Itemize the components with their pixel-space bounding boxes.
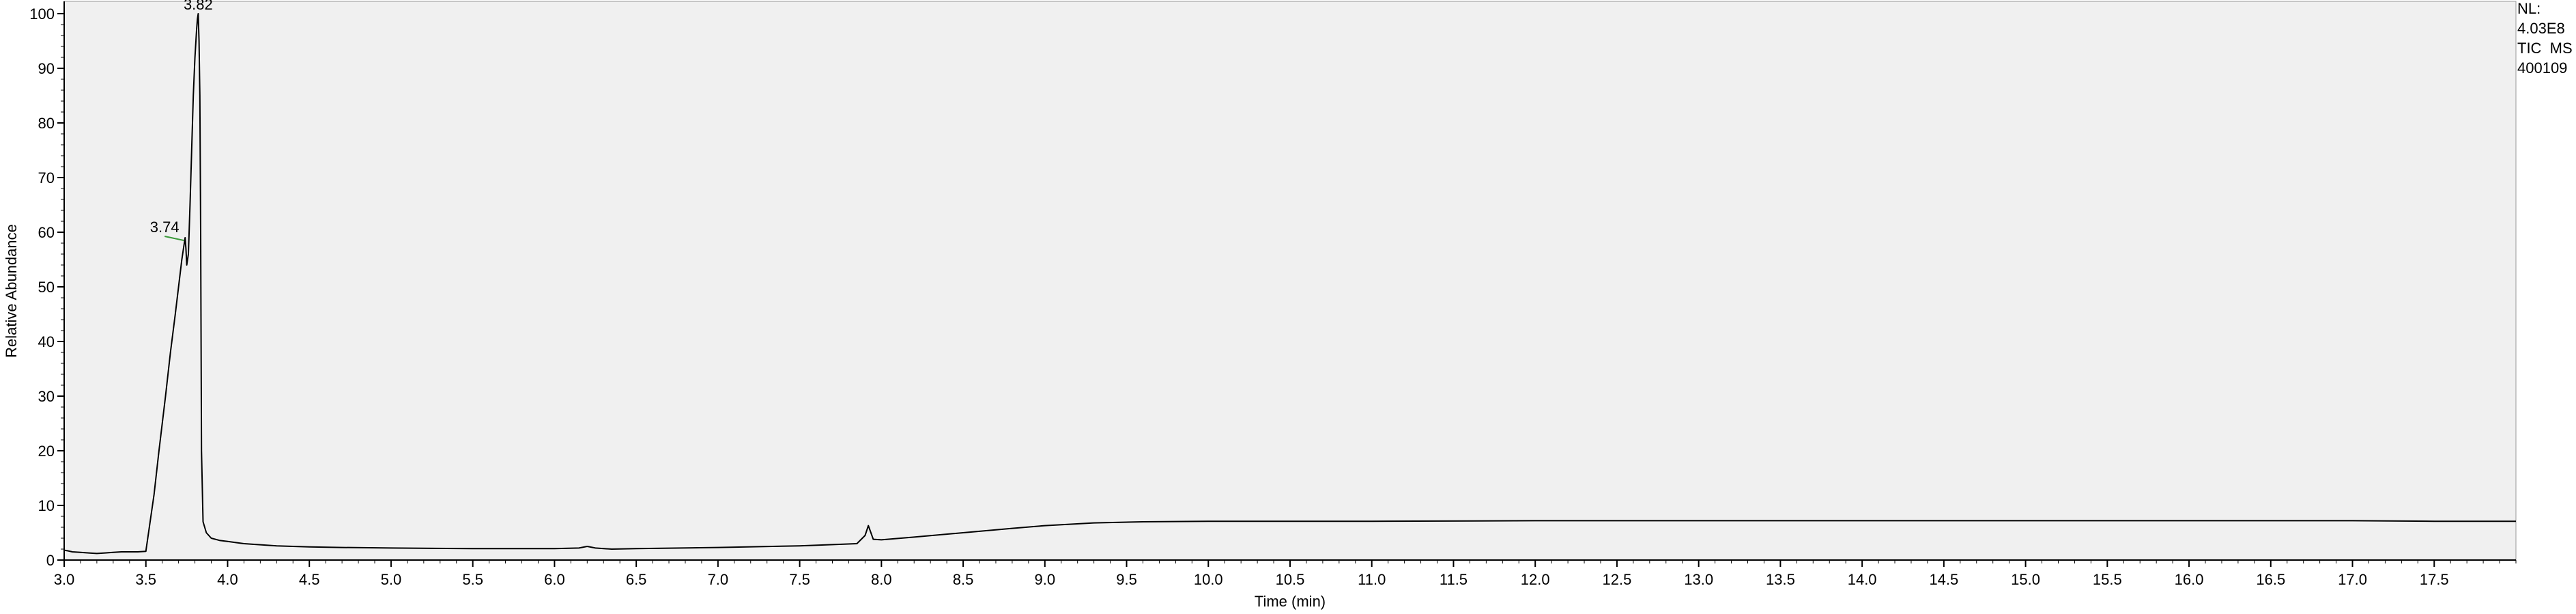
- peak-label: 3.82: [184, 0, 213, 13]
- info-line-1: NL:: [2517, 0, 2541, 17]
- x-tick-label: 17.5: [2420, 571, 2449, 588]
- x-tick-label: 10.5: [1276, 571, 1305, 588]
- x-tick-label: 16.0: [2175, 571, 2204, 588]
- info-line-2: 4.03E8: [2517, 20, 2565, 37]
- x-tick-label: 14.0: [1848, 571, 1877, 588]
- x-tick-label: 3.0: [54, 571, 75, 588]
- x-tick-label: 6.5: [626, 571, 647, 588]
- x-axis-title: Time (min): [1255, 593, 1326, 610]
- y-tick-label: 30: [38, 388, 55, 405]
- plot-area: [63, 1, 2517, 561]
- series-group: [63, 13, 2516, 555]
- x-tick-label: 15.5: [2093, 571, 2122, 588]
- x-tick-label: 7.5: [789, 571, 810, 588]
- info-box: NL: 4.03E8 TIC MS 400109: [2517, 0, 2573, 76]
- x-tick-label: 8.5: [953, 571, 974, 588]
- x-tick-label: 3.5: [135, 571, 156, 588]
- x-tick-label: 11.5: [1440, 571, 1468, 588]
- y-tick-label: 90: [38, 60, 55, 77]
- y-tick-label: 0: [46, 552, 55, 569]
- y-axis-title: Relative Abundance: [3, 224, 20, 358]
- x-tick-label: 7.0: [708, 571, 729, 588]
- info-line-4: 400109: [2517, 59, 2567, 76]
- x-tick-label: 8.0: [871, 571, 892, 588]
- x-tick-label: 17.0: [2338, 571, 2367, 588]
- info-line-3: TIC MS: [2517, 40, 2573, 57]
- x-tick-label: 12.0: [1521, 571, 1550, 588]
- x-tick-label: 16.5: [2256, 571, 2285, 588]
- y-tick-label: 20: [38, 443, 55, 460]
- x-tick-label: 5.5: [462, 571, 483, 588]
- y-tick-label: 50: [38, 279, 55, 296]
- x-tick-label: 11.0: [1358, 571, 1386, 588]
- x-axis-ticks: 3.0 3.5 4.0 4.5 5.0 5.5 6.0 6.5 7.0 7.5 8.0 8.5 9.0 9…: [54, 560, 2517, 588]
- series-line: [63, 13, 2516, 555]
- y-tick-label: 60: [38, 224, 55, 241]
- peak-leader-line: [164, 236, 184, 241]
- peak-annotations: 3.82 3.74: [150, 0, 213, 241]
- x-tick-label: 14.5: [1929, 571, 1958, 588]
- y-tick-label: 10: [38, 497, 55, 514]
- peak-label: 3.74: [150, 219, 180, 236]
- x-tick-label: 10.0: [1194, 571, 1223, 588]
- y-tick-label: 80: [38, 115, 55, 132]
- x-tick-label: 9.5: [1116, 571, 1137, 588]
- x-tick-label: 9.0: [1035, 571, 1056, 588]
- x-tick-label: 13.0: [1684, 571, 1713, 588]
- x-tick-label: 15.0: [2011, 571, 2040, 588]
- y-tick-label: 70: [38, 169, 55, 186]
- y-tick-label: 40: [38, 333, 55, 350]
- y-axis-ticks: 0 10 20 30 40 50 60 70 80 90 100: [29, 5, 64, 569]
- x-tick-label: 13.5: [1766, 571, 1795, 588]
- y-tick-label: 100: [29, 5, 55, 23]
- x-tick-label: 5.0: [381, 571, 402, 588]
- x-tick-label: 12.5: [1603, 571, 1632, 588]
- x-tick-label: 4.0: [217, 571, 238, 588]
- x-tick-label: 4.5: [299, 571, 320, 588]
- x-tick-label: 6.0: [544, 571, 565, 588]
